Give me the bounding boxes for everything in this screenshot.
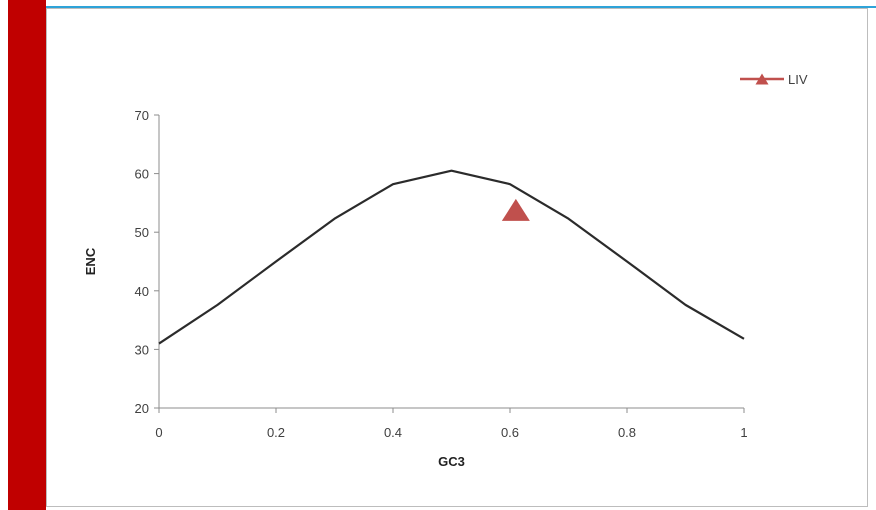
- y-axis-title: ENC: [83, 247, 98, 275]
- legend-label-liv: LIV: [788, 72, 808, 87]
- plot-area: [159, 171, 744, 344]
- enc-gc3-chart: 20 30 40 50 60 70 0 0.2 0.4 0.6 0.8 1 GC3 ENC LIV: [47, 9, 869, 508]
- x-tick-label: 0.2: [267, 425, 285, 440]
- y-tick-label: 50: [135, 225, 149, 240]
- data-point-liv: [502, 199, 530, 221]
- y-tick-label: 60: [135, 167, 149, 182]
- y-tick-label: 70: [135, 108, 149, 123]
- ticks: [154, 115, 744, 413]
- y-tick-label: 40: [135, 284, 149, 299]
- y-tick-label: 30: [135, 342, 149, 357]
- expected-enc-curve: [159, 171, 744, 344]
- chart-frame: 20 30 40 50 60 70 0 0.2 0.4 0.6 0.8 1 GC3 ENC LIV: [46, 8, 868, 507]
- x-tick-label: 0: [155, 425, 162, 440]
- legend: LIV: [740, 72, 808, 87]
- x-tick-label: 1: [740, 425, 747, 440]
- tick-labels: 20 30 40 50 60 70 0 0.2 0.4 0.6 0.8 1: [135, 108, 748, 440]
- y-tick-label: 20: [135, 401, 149, 416]
- x-axis-title: GC3: [438, 454, 465, 469]
- x-tick-label: 0.8: [618, 425, 636, 440]
- axes: [159, 115, 744, 408]
- x-tick-label: 0.6: [501, 425, 519, 440]
- x-tick-label: 0.4: [384, 425, 402, 440]
- accent-bar: [8, 0, 46, 510]
